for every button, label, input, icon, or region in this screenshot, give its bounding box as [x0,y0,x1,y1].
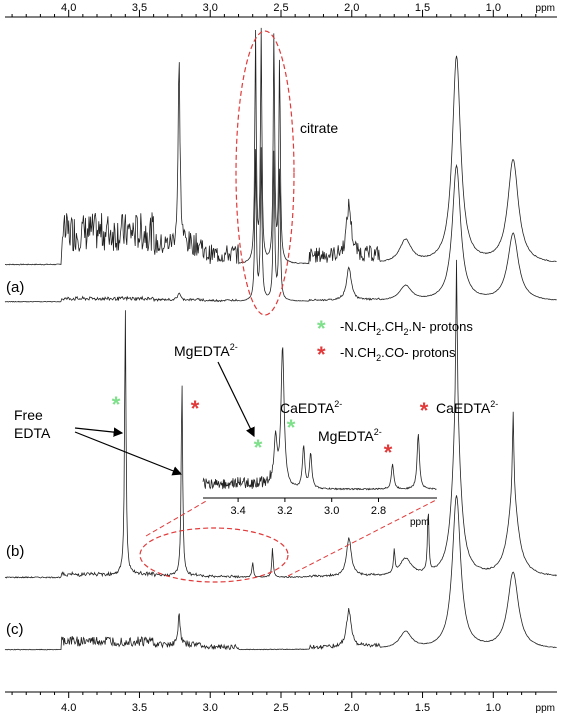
tick-label: 1.0 [486,702,501,714]
green-star-ca-inset: * [287,415,296,440]
trace-a-lower [4,147,557,303]
inset-unit: ppm [410,517,429,528]
axis-unit: ppm [536,703,555,714]
legend-red-text: -N.CH2.CO- protons [340,345,456,363]
tick-label: 3.0 [203,2,218,14]
inset-spectrum [202,347,437,491]
green-star-mg-inset: * [254,435,263,460]
tick-label: 1.0 [486,2,501,14]
tick-label: 2.0 [344,2,359,14]
tick-label: 2.0 [344,702,359,714]
tick-label: 2.5 [273,2,288,14]
mgedta-inset-label: MgEDTA2- [174,342,238,359]
legend: * -N.CH2.CH2.N- protons * -N.CH2.CO- pro… [317,316,473,367]
mgedta-main-label: MgEDTA2- [318,427,382,444]
panel-label-c: (c) [6,621,24,638]
tick-label: 1.5 [415,2,430,14]
free-edta-label-line1: Free [14,407,43,423]
caedta-main-label: CaEDTA2- [436,399,498,416]
spectra-traces [4,27,557,651]
tick-label: 3.5 [132,2,147,14]
citrate-highlight-ellipse [235,30,295,316]
top-ppm-axis: 4.0 3.5 3.0 2.5 2.0 1.5 1.0 ppm [5,2,557,18]
citrate-label: citrate [300,120,338,136]
inset: 3.4 3.2 3.0 2.8 ppm [202,347,437,528]
panel-label-b: (b) [6,543,24,560]
inset-tick-label: 3.0 [324,505,339,517]
mgedta-inset-arrow [217,361,255,438]
free-edta-arrow-2 [74,431,183,476]
tick-label: 1.5 [415,702,430,714]
inset-trace [202,347,437,491]
tick-label: 4.0 [61,2,76,14]
inset-tick-label: 2.8 [371,505,386,517]
inset-tick-label: 3.2 [277,505,292,517]
trace-a-upper [4,27,557,266]
tick-label: 3.5 [132,702,147,714]
free-edta-arrow-1 [74,427,124,437]
zoom-connector-right [287,499,437,577]
green-star-free-edta: * [112,392,121,417]
inset-ticks: 3.4 3.2 3.0 2.8 [230,498,386,517]
axis-unit: ppm [536,3,555,14]
trace-c [4,495,557,651]
bottom-ppm-axis: 4.0 3.5 3.0 2.5 2.0 1.5 1.0 ppm [5,691,557,714]
legend-green-star: * [317,316,326,341]
zoom-region-ellipse [139,527,289,583]
red-star-ca-main: * [420,398,429,423]
panel-label-a: (a) [6,279,24,296]
red-star-mg-main: * [384,440,393,465]
tick-label: 3.0 [203,702,218,714]
inset-tick-label: 3.4 [230,505,245,517]
free-edta-label-line2: EDTA [14,425,51,441]
caedta-inset-label: CaEDTA2- [280,399,342,416]
peak-markers: * * * * * * [112,392,429,465]
red-star-free-edta: * [191,396,200,421]
tick-label: 4.0 [61,702,76,714]
legend-red-star: * [317,342,326,367]
legend-green-text: -N.CH2.CH2.N- protons [340,319,473,337]
zoom-connector-left [145,499,209,537]
trace-b [4,259,557,579]
tick-label: 2.5 [273,702,288,714]
